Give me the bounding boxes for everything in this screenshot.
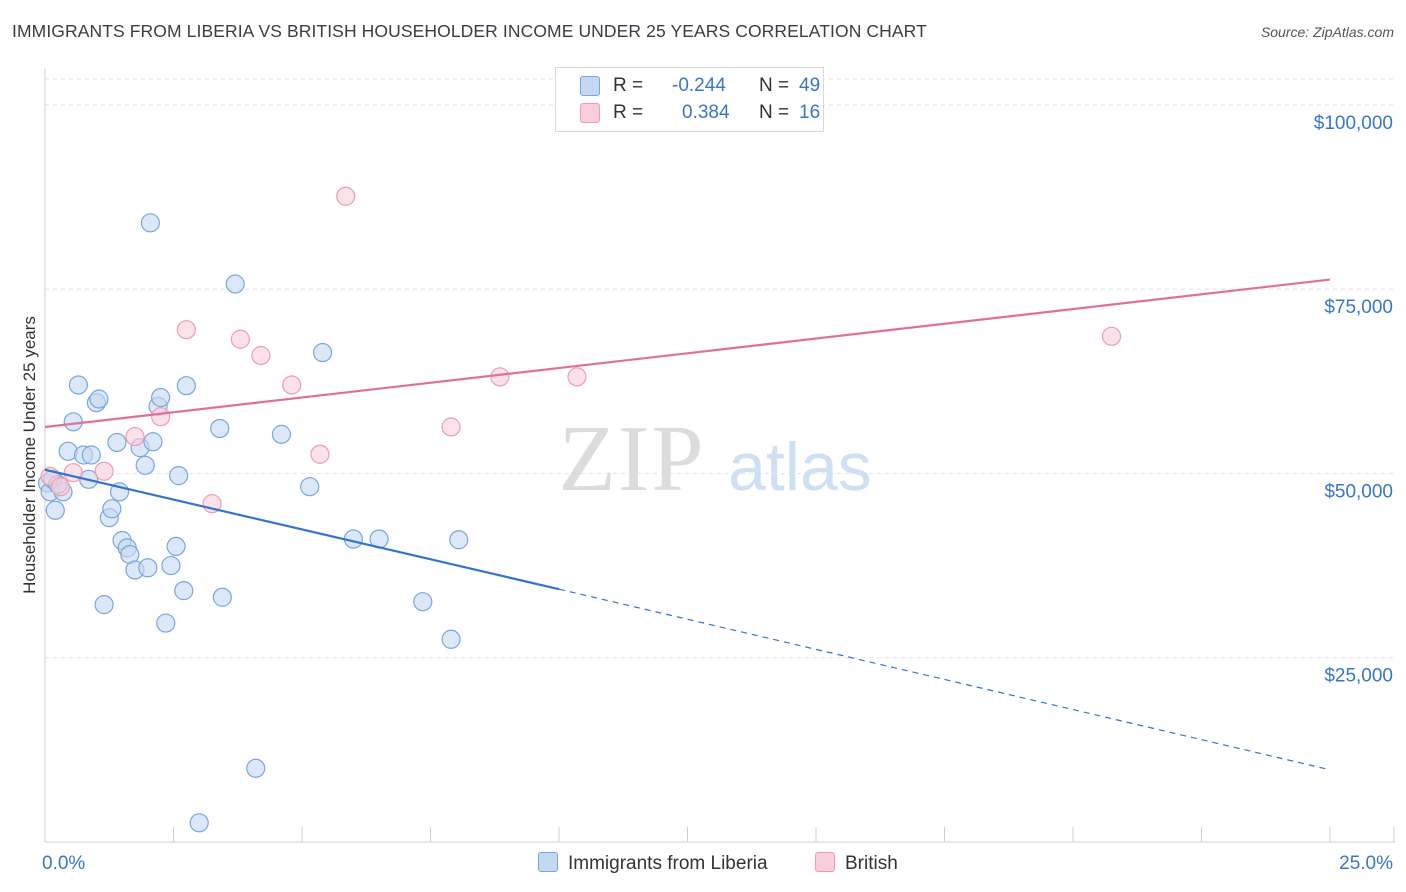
liberia-point	[312, 342, 333, 363]
r-value: 0.384	[682, 102, 730, 123]
british-point	[567, 367, 587, 387]
liberia-point	[225, 274, 245, 294]
source-note: Source: ZipAtlas.com	[1260, 24, 1394, 40]
liberia-point	[102, 499, 122, 519]
liberia-point	[161, 555, 181, 576]
liberia-swatch	[538, 852, 558, 872]
british-point	[490, 367, 510, 387]
british-point	[151, 407, 171, 427]
data-points	[37, 186, 1122, 833]
liberia-point	[169, 466, 189, 486]
liberia-point	[89, 389, 109, 409]
british-point	[176, 320, 196, 340]
x-tick-label: 25.0%	[1339, 853, 1393, 874]
liberia-point	[212, 587, 232, 607]
liberia-point	[151, 387, 171, 408]
legend-item-british[interactable]: British	[815, 852, 898, 875]
y-axis-label: Householder Income Under 25 years	[20, 316, 39, 594]
watermark: ZIP atlas	[559, 407, 872, 511]
liberia-point	[176, 376, 196, 396]
liberia-point	[156, 613, 176, 633]
liberia-point	[246, 758, 266, 778]
n-label: N =	[759, 75, 790, 96]
n-label: N =	[759, 102, 790, 123]
n-value: 16	[799, 102, 821, 123]
liberia-point	[441, 629, 461, 649]
liberia-point	[81, 445, 101, 465]
y-tick-label: $75,000	[1324, 297, 1393, 318]
liberia-swatch	[580, 76, 600, 96]
y-tick-labels: $25,000 $50,000 $75,000 $100,000	[1314, 113, 1393, 687]
liberia-point	[63, 412, 83, 432]
legend-item-liberia[interactable]: Immigrants from Liberia	[538, 852, 768, 875]
british-point	[251, 345, 271, 366]
gridlines	[45, 78, 1395, 659]
y-tick-label: $25,000	[1324, 666, 1393, 687]
liberia-point	[449, 530, 469, 550]
liberia-point	[189, 813, 209, 833]
x-tick-label: 0.0%	[42, 853, 85, 874]
legend-label: British	[845, 853, 898, 874]
legend-label: Immigrants from Liberia	[568, 853, 768, 874]
liberia-point	[166, 536, 186, 557]
british-trend	[44, 278, 1331, 429]
british-point	[125, 426, 145, 447]
liberia-point	[271, 424, 292, 444]
british-point	[63, 463, 83, 483]
x-tick-labels: 0.0% 25.0%	[42, 853, 1393, 874]
liberia-point	[45, 500, 65, 520]
r-label: R =	[613, 75, 644, 96]
liberia-point	[300, 477, 320, 497]
r-value: -0.244	[672, 75, 726, 96]
british-swatch	[580, 103, 600, 123]
watermark-atlas: atlas	[728, 429, 872, 505]
watermark-zip: ZIP	[559, 407, 706, 511]
british-point	[50, 477, 71, 497]
british-point	[282, 375, 302, 395]
axes	[44, 68, 1395, 843]
liberia-point	[107, 432, 127, 453]
y-tick-label: $50,000	[1324, 481, 1393, 502]
chart-title: IMMIGRANTS FROM LIBERIA VS BRITISH HOUSE…	[12, 21, 927, 41]
trend-lines	[44, 278, 1331, 771]
liberia-point	[210, 418, 230, 439]
liberia-point	[140, 213, 160, 233]
british-point	[336, 186, 356, 206]
british-point	[310, 444, 330, 464]
liberia-point	[135, 455, 155, 475]
y-tick-label: $100,000	[1314, 113, 1393, 134]
liberia-trend-solid	[44, 468, 560, 591]
british-swatch	[815, 852, 835, 872]
liberia-point	[68, 375, 89, 395]
correlation-legend: R = -0.244 N = 49 R = 0.384 N = 16	[555, 67, 824, 132]
liberia-point	[143, 432, 163, 452]
liberia-point	[94, 595, 114, 615]
liberia-point	[174, 581, 194, 601]
liberia-trend-dashed	[558, 588, 1331, 771]
british-point	[441, 417, 461, 437]
n-value: 49	[799, 75, 821, 96]
british-point	[230, 329, 250, 349]
british-point	[94, 461, 114, 481]
r-label: R =	[613, 102, 644, 123]
british-point	[1101, 326, 1122, 346]
liberia-point	[138, 558, 158, 578]
liberia-point	[413, 592, 433, 612]
